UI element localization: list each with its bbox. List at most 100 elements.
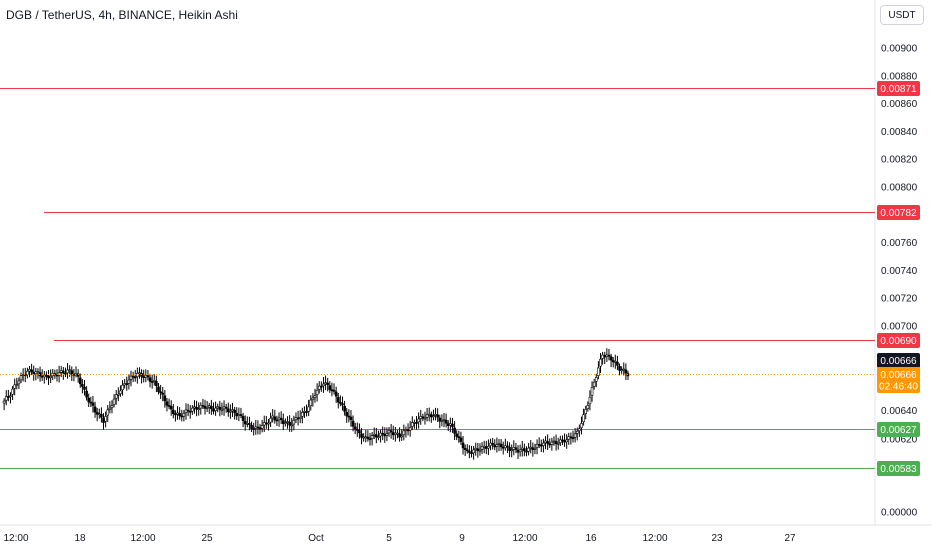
candle-body <box>7 396 10 398</box>
candle-body <box>93 406 97 413</box>
price-tick-label: 0.00860 <box>881 99 918 110</box>
candle-body <box>205 407 209 409</box>
candle-body <box>366 436 370 439</box>
price-tick-label: 0.00880 <box>881 71 918 82</box>
candle-body <box>180 415 184 418</box>
candle-body <box>552 440 556 443</box>
time-tick-label: 25 <box>201 533 213 544</box>
candle-body <box>100 414 103 418</box>
candle-body <box>556 443 560 445</box>
currency-button[interactable]: USDT <box>880 5 924 25</box>
candle-body <box>315 389 319 395</box>
candle-body <box>518 449 522 453</box>
candle-body <box>195 406 198 410</box>
candle-body <box>303 411 306 413</box>
candle-body <box>501 446 505 449</box>
candle-body <box>45 374 48 377</box>
candle-body <box>358 430 361 434</box>
candle-body <box>472 449 475 454</box>
price-tick-label: 0.00820 <box>881 155 918 166</box>
candle-body <box>19 375 23 381</box>
candle-body <box>146 375 150 378</box>
candle-body <box>284 422 287 425</box>
candle-body <box>265 422 268 425</box>
price-tick-label: 0.00800 <box>881 183 918 194</box>
candle-body <box>434 413 437 416</box>
candle-body <box>89 401 93 404</box>
candle-body <box>49 376 52 378</box>
candle-body <box>597 367 600 376</box>
candle-body <box>520 447 524 450</box>
candle-body <box>106 409 110 416</box>
candle-body <box>83 386 86 390</box>
candle-body <box>273 416 277 421</box>
candle-body <box>184 409 188 414</box>
candle-body <box>347 415 351 418</box>
candle-body <box>410 422 414 427</box>
candle-body <box>575 430 579 434</box>
candle-body <box>104 416 107 422</box>
candle-body <box>256 426 260 429</box>
candle-body <box>112 398 116 405</box>
candle-body <box>362 436 365 439</box>
candle-body <box>537 444 541 446</box>
time-tick-label: 18 <box>74 533 86 544</box>
candle-body <box>243 421 247 425</box>
candle-body <box>260 425 264 429</box>
chart-title: DGB / TetherUS, 4h, BINANCE, Heikin Ashi <box>6 8 238 22</box>
candle-body <box>30 369 33 373</box>
price-tick-label: 0.00640 <box>881 406 918 417</box>
candle-body <box>133 376 137 379</box>
candle-body <box>449 423 452 426</box>
candle-body <box>406 429 410 432</box>
candle-body <box>288 421 291 426</box>
candle-body <box>296 417 300 420</box>
candle-body <box>169 406 173 410</box>
candle-body <box>269 417 272 423</box>
candle-body <box>222 406 226 410</box>
candle-body <box>87 397 91 403</box>
candle-body <box>76 373 80 377</box>
candle-body <box>125 383 129 385</box>
candle-body <box>351 420 355 427</box>
candle-body <box>252 428 255 430</box>
resistance-price-label: 0.00782 <box>880 208 917 219</box>
candle-body <box>155 381 158 386</box>
candle-body <box>59 370 63 373</box>
candle-body <box>468 450 471 453</box>
candle-body <box>438 417 442 422</box>
candle-body <box>241 416 245 422</box>
candle-body <box>301 412 304 417</box>
candle-body <box>436 414 439 418</box>
candle-body <box>497 443 501 445</box>
candle-body <box>40 375 44 378</box>
candle-body <box>281 420 285 424</box>
candle-body <box>102 418 105 423</box>
candle-body <box>459 437 463 442</box>
candle-body <box>254 426 258 429</box>
candle-body <box>309 399 313 406</box>
candle-body <box>565 439 568 443</box>
candle-body <box>535 443 539 448</box>
candle-body <box>523 448 526 452</box>
candle-body <box>400 435 404 438</box>
candle-body <box>246 423 249 425</box>
candle-body <box>394 432 397 435</box>
candle-body <box>224 406 228 409</box>
candle-body <box>419 416 423 419</box>
candle-body <box>237 414 241 416</box>
candle-body <box>594 377 598 382</box>
candle-body <box>391 432 395 436</box>
candle-body <box>542 442 545 446</box>
candle-body <box>512 447 516 450</box>
candle-body <box>563 440 566 443</box>
time-tick-label: 9 <box>459 533 465 544</box>
candle-body <box>131 375 135 378</box>
support-price-tag <box>877 461 920 476</box>
candle-body <box>404 429 408 431</box>
candle-body <box>186 409 190 412</box>
time-tick-label: 23 <box>711 533 723 544</box>
candle-body <box>417 418 420 423</box>
